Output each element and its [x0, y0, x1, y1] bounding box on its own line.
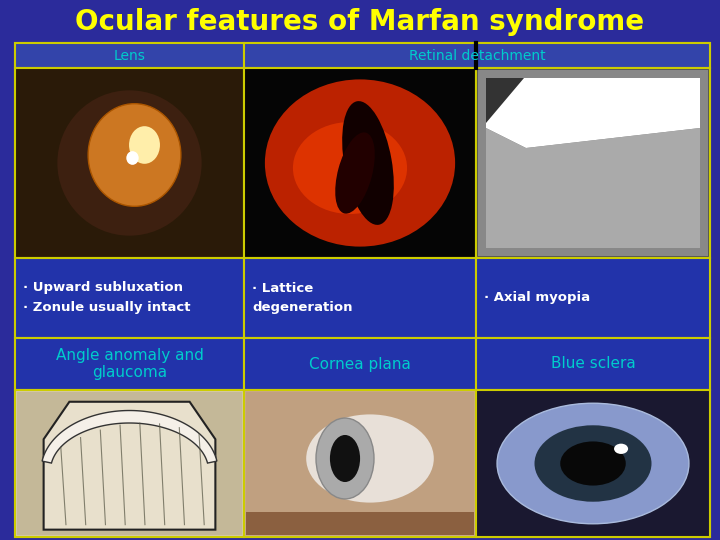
Ellipse shape	[88, 104, 181, 206]
Polygon shape	[42, 410, 217, 463]
Bar	[478, 70, 708, 256]
Ellipse shape	[129, 126, 160, 164]
Ellipse shape	[534, 426, 652, 502]
Bar	[15, 338, 244, 390]
Polygon shape	[44, 402, 215, 530]
Bar	[246, 392, 474, 535]
Text: · Axial myopia: · Axial myopia	[484, 292, 590, 305]
Text: Blue sclera: Blue sclera	[551, 356, 635, 372]
Ellipse shape	[560, 442, 626, 485]
Bar	[244, 258, 476, 338]
Bar	[15, 258, 244, 338]
Polygon shape	[486, 128, 700, 248]
Text: · Zonule usually intact: · Zonule usually intact	[23, 301, 191, 314]
Bar	[15, 390, 244, 537]
Bar	[244, 390, 476, 537]
Text: · Upward subluxation: · Upward subluxation	[23, 281, 183, 294]
Text: Retinal detachment: Retinal detachment	[409, 49, 545, 63]
Bar	[246, 512, 474, 535]
Ellipse shape	[614, 444, 628, 454]
Bar	[15, 68, 244, 258]
Bar	[244, 338, 476, 390]
Ellipse shape	[342, 101, 394, 225]
Text: degeneration: degeneration	[252, 301, 353, 314]
Ellipse shape	[497, 403, 689, 524]
Text: Ocular features of Marfan syndrome: Ocular features of Marfan syndrome	[76, 8, 644, 36]
Ellipse shape	[330, 435, 360, 482]
Ellipse shape	[336, 132, 375, 214]
Ellipse shape	[306, 414, 433, 503]
Bar	[476, 338, 710, 390]
Bar	[15, 43, 244, 68]
Ellipse shape	[58, 90, 202, 235]
Bar	[244, 43, 710, 68]
Polygon shape	[486, 78, 524, 123]
Ellipse shape	[265, 79, 455, 247]
Bar	[476, 258, 710, 338]
Bar	[17, 392, 242, 535]
Text: Cornea plana: Cornea plana	[309, 356, 411, 372]
Text: Angle anomaly and
glaucoma: Angle anomaly and glaucoma	[55, 348, 204, 380]
Ellipse shape	[126, 151, 139, 165]
Text: · Lattice: · Lattice	[252, 281, 313, 294]
Ellipse shape	[293, 122, 407, 214]
Bar	[244, 68, 476, 258]
Bar	[476, 68, 710, 258]
Text: Lens: Lens	[114, 49, 145, 63]
Bar	[476, 390, 710, 537]
Ellipse shape	[316, 418, 374, 499]
Polygon shape	[486, 78, 700, 148]
